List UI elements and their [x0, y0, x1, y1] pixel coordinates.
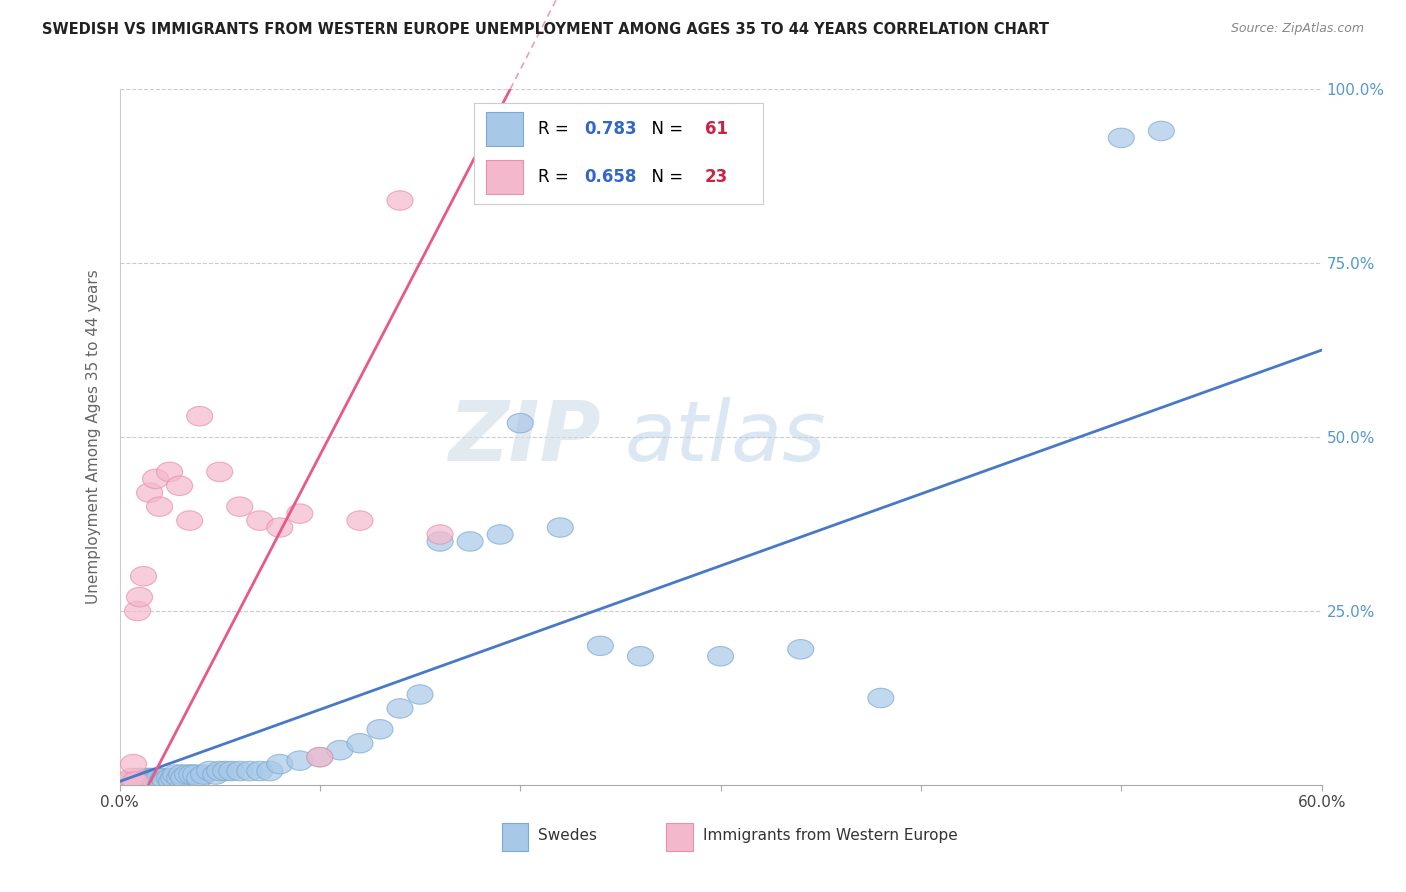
Text: Swedes: Swedes	[538, 829, 598, 843]
Text: atlas: atlas	[624, 397, 827, 477]
Text: Immigrants from Western Europe: Immigrants from Western Europe	[703, 829, 957, 843]
Bar	[502, 823, 529, 851]
Y-axis label: Unemployment Among Ages 35 to 44 years: Unemployment Among Ages 35 to 44 years	[86, 269, 101, 605]
Text: Source: ZipAtlas.com: Source: ZipAtlas.com	[1230, 22, 1364, 36]
Text: SWEDISH VS IMMIGRANTS FROM WESTERN EUROPE UNEMPLOYMENT AMONG AGES 35 TO 44 YEARS: SWEDISH VS IMMIGRANTS FROM WESTERN EUROP…	[42, 22, 1049, 37]
Bar	[666, 823, 693, 851]
Text: ZIP: ZIP	[447, 397, 600, 477]
